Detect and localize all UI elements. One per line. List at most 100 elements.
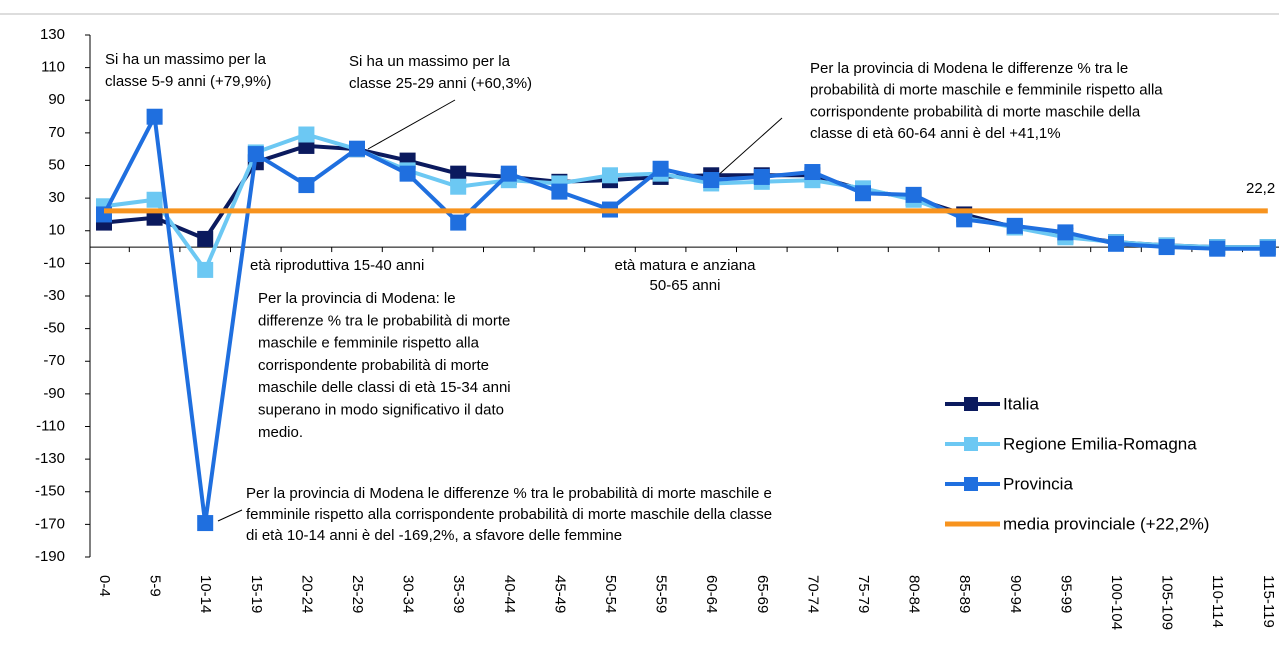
- annotation: Si ha un massimo per la: [349, 53, 511, 70]
- x-tick-label: 40-44: [501, 575, 518, 613]
- annotation: maschile e femminile rispetto alla: [258, 335, 480, 352]
- marker: [602, 167, 618, 184]
- x-tick-label: 65-69: [754, 575, 771, 613]
- y-tick-label: -150: [35, 483, 65, 500]
- x-tick-label: 15-19: [248, 575, 265, 613]
- marker: [1158, 239, 1175, 256]
- marker: [197, 230, 214, 247]
- y-tick-label: 50: [48, 156, 65, 173]
- marker: [298, 126, 315, 143]
- y-tick-label: -30: [43, 287, 65, 304]
- legend-label: media provinciale (+22,2%): [1003, 514, 1209, 533]
- annotation: di età 10-14 anni è del -169,2%, a sfavo…: [246, 527, 622, 544]
- legend-label: Regione Emilia-Romagna: [1003, 434, 1197, 453]
- y-tick-label: -110: [36, 417, 65, 434]
- marker: [197, 261, 214, 278]
- annotation: superano in modo significativo il dato: [258, 401, 504, 418]
- annotation: età matura e anziana: [615, 257, 757, 274]
- x-tick-label: 35-39: [450, 575, 467, 613]
- marker: [551, 183, 568, 200]
- x-tick-label: 80-84: [906, 575, 923, 613]
- x-tick-label: 70-74: [804, 575, 821, 613]
- x-tick-label: 10-14: [197, 575, 214, 613]
- y-tick-label: 130: [40, 26, 65, 43]
- y-tick-label: -190: [35, 548, 65, 565]
- legend-label: Italia: [1003, 394, 1039, 413]
- marker: [146, 209, 163, 226]
- marker: [804, 164, 821, 181]
- y-tick-label: -90: [43, 385, 65, 402]
- series-line: [102, 114, 1268, 526]
- legend-label: Provincia: [1003, 474, 1073, 493]
- marker: [450, 214, 467, 231]
- annotation: classe 5-9 anni (+79,9%): [105, 73, 271, 90]
- y-tick-label: -70: [43, 352, 65, 369]
- annotation: maschile delle classi di età 15-34 anni: [258, 379, 511, 396]
- annotation: Per la provincia di Modena le differenze…: [246, 485, 772, 502]
- annotation: medio.: [258, 424, 303, 441]
- reference-label: 22,2: [1246, 180, 1275, 197]
- y-tick-label: -130: [35, 450, 65, 467]
- marker: [197, 515, 214, 532]
- legend-marker: [964, 397, 978, 411]
- annotation: classe di età 60-64 anni è del +41,1%: [810, 125, 1061, 142]
- marker: [703, 172, 720, 189]
- annotation: probabilità di morte maschile e femminil…: [810, 82, 1163, 99]
- y-tick-label: -170: [35, 515, 65, 532]
- series-line: [103, 132, 1268, 272]
- series-line: [103, 143, 1268, 250]
- y-tick-label: 30: [48, 189, 65, 206]
- marker: [855, 185, 871, 202]
- marker: [652, 160, 669, 177]
- x-tick-label: 85-89: [956, 575, 973, 613]
- marker: [753, 168, 770, 185]
- marker: [146, 108, 163, 125]
- x-tick-label: 20-24: [298, 575, 315, 613]
- x-tick-label: 0-4: [96, 575, 113, 597]
- y-tick-label: 70: [48, 124, 65, 141]
- marker: [146, 191, 163, 208]
- marker: [399, 165, 416, 182]
- marker: [349, 140, 365, 157]
- marker: [247, 146, 264, 163]
- y-tick-label: 90: [48, 91, 65, 108]
- x-tick-label: 45-49: [551, 575, 568, 613]
- annotation: femminile rispetto alla corrispondente p…: [246, 506, 772, 523]
- marker: [1108, 235, 1124, 252]
- annotation: Si ha un massimo per la: [105, 51, 267, 68]
- y-tick-label: -10: [43, 254, 65, 271]
- x-tick-label: 60-64: [703, 575, 720, 613]
- annotation: corrispondente probabilità di morte masc…: [810, 103, 1141, 120]
- annotation: Per la provincia di Modena le differenze…: [810, 60, 1128, 77]
- x-tick-label: 90-94: [1007, 575, 1024, 613]
- annotation: Per la provincia di Modena: le: [258, 290, 456, 307]
- annotation: 50-65 anni: [650, 277, 721, 294]
- marker: [1259, 240, 1276, 257]
- x-tick-label: 115-119: [1260, 575, 1277, 628]
- marker: [1057, 224, 1074, 241]
- x-tick-label: 25-29: [349, 575, 366, 613]
- marker: [905, 186, 922, 203]
- marker: [1006, 217, 1023, 234]
- annotation: classe 25-29 anni (+60,3%): [349, 75, 532, 92]
- x-tick-label: 55-59: [653, 575, 670, 613]
- x-tick-label: 50-54: [602, 575, 619, 613]
- leader-line: [217, 509, 243, 522]
- x-tick-label: 75-79: [855, 575, 872, 613]
- x-tick-label: 105-109: [1159, 575, 1176, 630]
- leader-line: [714, 117, 783, 179]
- legend-marker: [964, 477, 978, 491]
- annotation: differenze % tra le probabilità di morte: [258, 312, 510, 329]
- annotation: corrispondente probabilità di morte: [258, 357, 489, 374]
- leader-line: [367, 99, 456, 150]
- marker: [450, 165, 467, 182]
- y-tick-label: 10: [48, 222, 65, 239]
- marker: [1209, 240, 1226, 257]
- y-tick-label: 110: [41, 59, 65, 76]
- x-tick-label: 5-9: [147, 575, 164, 597]
- annotation: età riproduttiva 15-40 anni: [250, 257, 424, 274]
- x-tick-label: 110-114: [1209, 575, 1226, 628]
- legend-marker: [964, 437, 978, 451]
- marker: [500, 165, 517, 182]
